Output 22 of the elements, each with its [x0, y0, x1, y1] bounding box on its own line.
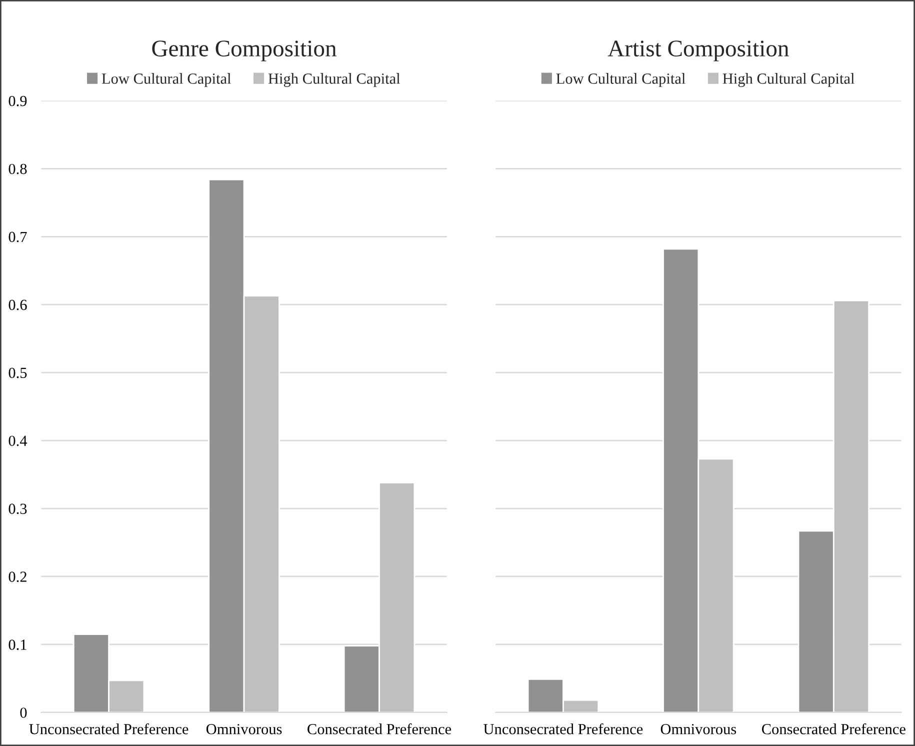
y-tick-label: 0.8	[8, 164, 27, 174]
legend-label: High Cultural Capital	[268, 73, 400, 87]
x-tick-label: Consecrated Preference	[308, 723, 452, 734]
x-tick-label: Omnivorous	[660, 724, 736, 734]
y-tick-label: 0.9	[8, 96, 27, 106]
y-tick-label: 0.7	[8, 232, 27, 242]
y-tick-label: 0.2	[8, 572, 26, 582]
legend-label: Low Cultural Capital	[556, 73, 686, 87]
legend-label: Low Cultural Capital	[102, 73, 231, 87]
y-tick-label: 0.4	[8, 436, 28, 446]
x-tick-label: Unconsecrated Preference	[484, 723, 643, 734]
y-tick-label: 0.1	[8, 640, 26, 650]
x-tick-label: Consecrated Preference	[762, 723, 906, 734]
y-tick-label: 0	[20, 708, 27, 718]
legend-label: High Cultural Capital	[722, 73, 854, 87]
x-tick-label: Unconsecrated Preference	[29, 723, 188, 734]
x-tick-label: Omnivorous	[206, 724, 282, 734]
y-tick-label: 0.6	[8, 300, 27, 310]
y-tick-label: 0.5	[8, 368, 27, 378]
chart-title: Artist Composition	[608, 40, 789, 62]
y-tick-label: 0.3	[8, 504, 27, 514]
chart-title: Genre Composition	[152, 40, 336, 62]
